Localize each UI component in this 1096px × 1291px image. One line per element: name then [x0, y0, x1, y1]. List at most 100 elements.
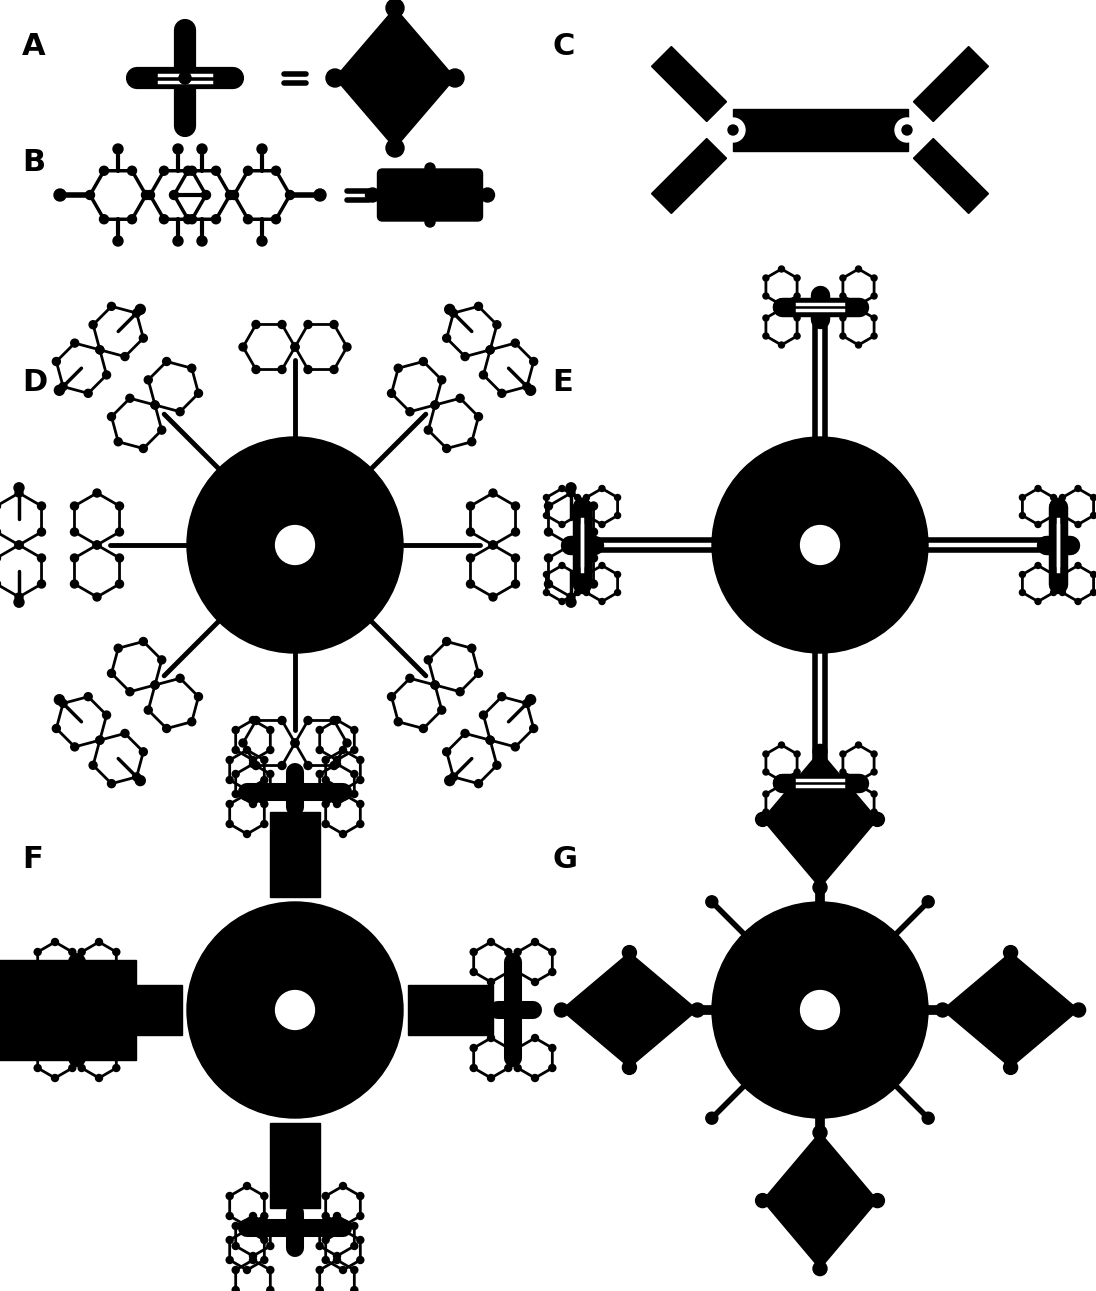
Circle shape [511, 340, 520, 347]
Circle shape [795, 333, 800, 340]
Circle shape [250, 760, 256, 768]
Circle shape [514, 968, 522, 976]
Circle shape [145, 706, 152, 714]
Circle shape [103, 371, 111, 380]
Circle shape [95, 736, 104, 744]
Circle shape [261, 1212, 267, 1220]
Circle shape [34, 949, 42, 955]
Circle shape [706, 1112, 718, 1124]
Circle shape [261, 800, 267, 807]
Circle shape [840, 751, 846, 757]
Circle shape [173, 145, 183, 154]
Circle shape [936, 1003, 949, 1017]
Circle shape [559, 563, 566, 568]
Text: C: C [552, 32, 574, 61]
Circle shape [115, 502, 124, 510]
Circle shape [78, 949, 85, 955]
Circle shape [850, 775, 867, 791]
Polygon shape [763, 1132, 878, 1269]
Circle shape [272, 167, 281, 176]
Circle shape [322, 776, 329, 784]
Circle shape [461, 729, 469, 737]
Circle shape [1060, 572, 1065, 577]
Circle shape [567, 593, 575, 602]
Polygon shape [561, 953, 697, 1068]
Circle shape [505, 1044, 512, 1051]
Text: E: E [552, 368, 573, 398]
Circle shape [340, 790, 346, 798]
Circle shape [170, 191, 179, 200]
Circle shape [456, 688, 464, 696]
Circle shape [512, 528, 520, 536]
Circle shape [470, 949, 477, 955]
Circle shape [93, 593, 101, 602]
Circle shape [187, 902, 403, 1118]
Circle shape [395, 718, 402, 726]
Circle shape [252, 320, 260, 328]
Circle shape [15, 541, 23, 549]
Circle shape [406, 408, 414, 416]
Circle shape [778, 306, 785, 312]
Circle shape [1060, 513, 1065, 519]
Circle shape [333, 1252, 341, 1260]
Circle shape [856, 782, 861, 788]
Circle shape [113, 236, 123, 247]
Circle shape [292, 738, 299, 747]
Circle shape [566, 598, 576, 607]
Circle shape [778, 342, 785, 349]
Circle shape [278, 717, 286, 724]
Circle shape [461, 352, 469, 360]
Circle shape [1019, 572, 1026, 577]
Circle shape [778, 778, 785, 784]
Circle shape [532, 939, 538, 945]
Circle shape [304, 762, 312, 769]
Circle shape [340, 1266, 346, 1273]
Circle shape [100, 214, 109, 223]
Circle shape [34, 1044, 42, 1051]
Circle shape [304, 320, 312, 328]
Circle shape [532, 1034, 538, 1042]
Circle shape [600, 485, 605, 492]
Circle shape [37, 554, 46, 562]
Circle shape [795, 315, 800, 321]
Circle shape [15, 541, 23, 549]
Circle shape [871, 333, 877, 340]
Circle shape [179, 72, 191, 84]
Circle shape [226, 1212, 233, 1220]
Circle shape [445, 305, 455, 315]
Circle shape [388, 693, 396, 701]
Circle shape [505, 968, 512, 976]
Circle shape [559, 599, 566, 604]
Circle shape [202, 191, 210, 200]
Circle shape [871, 293, 877, 300]
Circle shape [100, 167, 109, 176]
Circle shape [1060, 590, 1065, 595]
Circle shape [479, 711, 488, 719]
Circle shape [113, 968, 119, 976]
Circle shape [468, 438, 476, 445]
Circle shape [95, 346, 104, 354]
Circle shape [583, 513, 590, 519]
Circle shape [778, 302, 785, 309]
Circle shape [590, 502, 597, 510]
Circle shape [292, 343, 299, 351]
Circle shape [778, 818, 785, 824]
Circle shape [135, 305, 146, 315]
Circle shape [489, 593, 496, 602]
Circle shape [14, 483, 24, 493]
Circle shape [840, 275, 846, 281]
Circle shape [15, 489, 23, 497]
Circle shape [304, 717, 312, 724]
Circle shape [115, 528, 124, 536]
Circle shape [763, 315, 769, 321]
Polygon shape [0, 961, 136, 1060]
Circle shape [1075, 599, 1081, 604]
Circle shape [70, 528, 79, 536]
Circle shape [488, 939, 494, 945]
Circle shape [322, 757, 329, 763]
Circle shape [278, 365, 286, 373]
Circle shape [487, 346, 494, 354]
Circle shape [559, 522, 566, 528]
Circle shape [316, 1266, 323, 1273]
Circle shape [250, 717, 256, 723]
